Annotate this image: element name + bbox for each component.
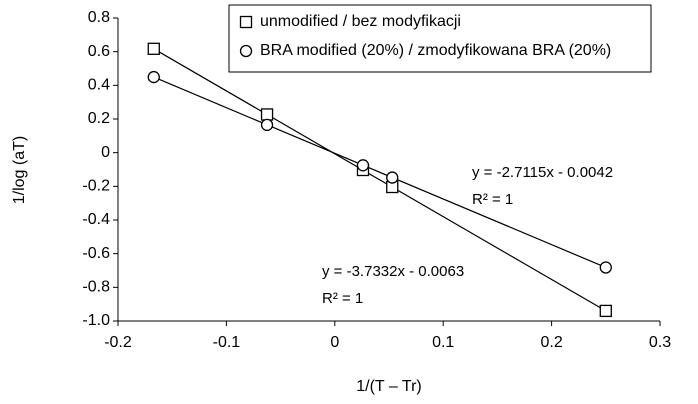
annotation: y = -3.7332x - 0.0063 xyxy=(322,263,464,280)
annotation: R² = 1 xyxy=(322,290,363,307)
y-tick-label: 0 xyxy=(101,144,110,161)
legend-label: unmodified / bez modyfikacji xyxy=(260,13,461,30)
y-tick-label: 0.2 xyxy=(88,110,110,127)
point xyxy=(260,108,274,121)
y-tick-label: -0.4 xyxy=(82,211,110,228)
point xyxy=(260,118,274,132)
point xyxy=(147,42,160,55)
legend-marker xyxy=(239,44,253,58)
x-tick-label: -0.2 xyxy=(104,334,132,351)
x-tick-label: 0.1 xyxy=(432,334,454,351)
x-tick-label: 0.2 xyxy=(540,334,562,351)
x-axis-label: 1/(T – Tr) xyxy=(356,378,422,395)
y-tick-label: -0.2 xyxy=(82,178,110,195)
legend xyxy=(228,4,652,73)
x-tick-label: -0.1 xyxy=(213,334,241,351)
x-tick-label: 0 xyxy=(330,334,339,351)
point xyxy=(147,70,160,84)
annotation: y = -2.7115x - 0.0042 xyxy=(472,164,613,181)
x-tick-label: 0.3 xyxy=(649,334,671,351)
point xyxy=(356,159,370,172)
y-tick-label: -0.6 xyxy=(82,245,110,262)
y-tick-label: 0.8 xyxy=(88,9,110,26)
annotation: R² = 1 xyxy=(472,191,513,208)
legend-label: BRA modified (20%) / zmodyfikowana BRA (… xyxy=(260,42,611,59)
point xyxy=(599,261,612,274)
legend-marker xyxy=(239,15,253,29)
y-tick-label: -1.0 xyxy=(82,312,110,329)
y-axis-label: 1/log (aT) xyxy=(11,136,28,204)
y-tick-label: -0.8 xyxy=(82,279,110,296)
y-tick-label: 0.4 xyxy=(88,77,110,94)
point xyxy=(599,304,612,318)
y-tick-label: 0.6 xyxy=(88,43,110,60)
trend-line xyxy=(153,76,607,269)
trend-line xyxy=(153,48,607,312)
point xyxy=(386,171,399,184)
